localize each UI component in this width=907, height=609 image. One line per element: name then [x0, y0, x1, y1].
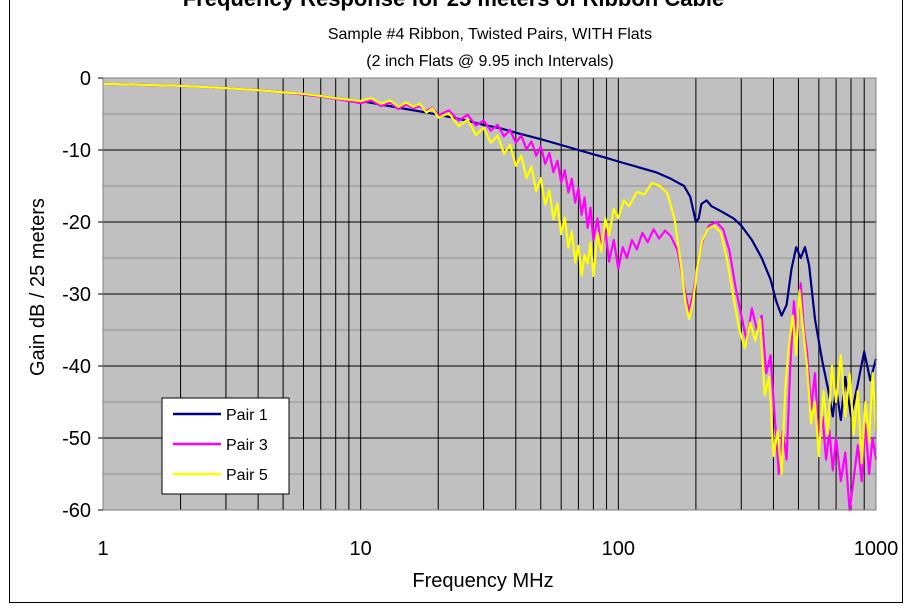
x-tick-label: 1 — [97, 538, 108, 560]
y-axis-label: Gain dB / 25 meters — [27, 198, 49, 376]
x-axis-label: Frequency MHz — [412, 570, 553, 592]
series-layer — [102, 82, 878, 512]
y-tick-label: -30 — [62, 284, 91, 306]
chart-subtitle: (2 inch Flats @ 9.95 inch Intervals) — [366, 53, 613, 70]
y-tick-label: -60 — [62, 500, 91, 522]
x-axis-ticks: 1 10 100 1000 — [97, 538, 898, 560]
x-tick-label: 10 — [350, 538, 372, 560]
legend: Pair 1 Pair 3 Pair 5 — [161, 397, 290, 495]
series-line-pair-3 — [102, 82, 878, 476]
y-tick-label: -20 — [62, 212, 91, 234]
y-tick-label: -40 — [62, 356, 91, 378]
x-tick-label: 100 — [602, 538, 635, 560]
y-tick-label: -10 — [62, 140, 91, 162]
legend-label: Pair 5 — [226, 467, 268, 484]
chart-title: Sample #4 Ribbon, Twisted Pairs, WITH Fl… — [328, 26, 652, 43]
y-axis-ticks: 0 -10 -20 -30 -40 -50 -60 — [62, 68, 103, 522]
legend-label: Pair 3 — [226, 437, 268, 454]
x-tick-label: 1000 — [854, 538, 899, 560]
clipped-heading-text: Frequency Response for 25 meters of Ribb… — [0, 0, 907, 12]
clipped-heading: Frequency Response for 25 meters of Ribb… — [0, 0, 907, 30]
y-tick-label: -50 — [62, 428, 91, 450]
legend-label: Pair 1 — [226, 407, 268, 424]
y-tick-label: 0 — [80, 68, 91, 90]
